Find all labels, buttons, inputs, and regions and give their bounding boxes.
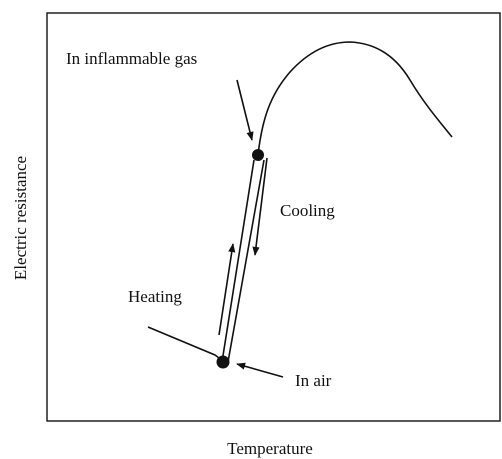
cooling-arrow bbox=[252, 157, 268, 256]
annotation: In inflammable gas bbox=[66, 49, 197, 68]
annotation: Cooling bbox=[280, 201, 335, 220]
plot-frame bbox=[46, 12, 501, 422]
heating-arrow bbox=[218, 243, 236, 336]
air-point bbox=[216, 355, 230, 369]
annotation: In air bbox=[295, 371, 332, 390]
low-temp-curve bbox=[147, 326, 223, 363]
cooling-line bbox=[227, 159, 265, 363]
x-axis-label: Temperature bbox=[227, 439, 313, 458]
gas-arrow bbox=[236, 79, 254, 141]
y-axis-label: Electric resistance bbox=[11, 156, 30, 280]
air-arrow bbox=[236, 362, 284, 378]
heating-line bbox=[221, 159, 255, 363]
annotation: Heating bbox=[128, 287, 182, 306]
gas-point bbox=[252, 149, 264, 161]
high-temp-curve bbox=[257, 41, 453, 156]
